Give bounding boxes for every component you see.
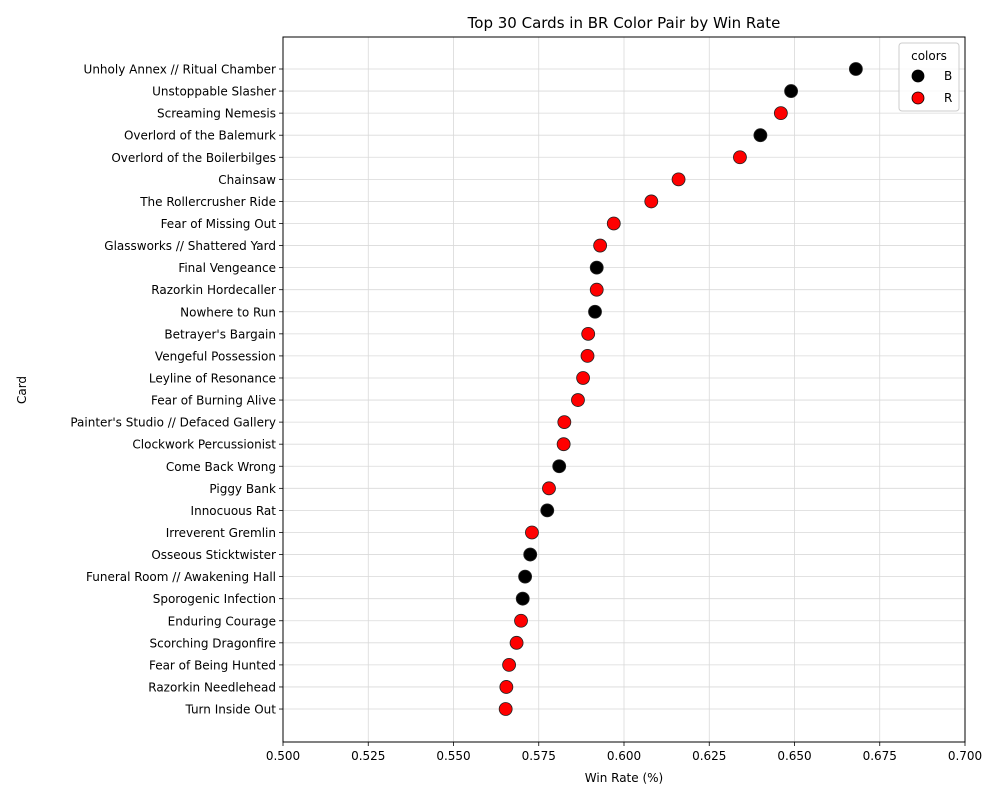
y-tick-label: Screaming Nemesis [157, 107, 276, 121]
data-point [515, 591, 530, 606]
x-tick-label: 0.550 [436, 749, 470, 763]
y-axis: Unholy Annex // Ritual Chamber Unstoppabl… [70, 63, 283, 717]
x-axis: 0.500 0.525 0.550 0.575 0.600 0.625 0.650 0.675… [266, 742, 982, 763]
data-point [753, 128, 768, 143]
legend-marker-b [911, 69, 925, 83]
y-tick-label: Irreverent Gremlin [166, 526, 276, 540]
data-point [552, 459, 567, 474]
y-tick-label: Come Back Wrong [166, 460, 276, 474]
y-tick-label: Enduring Courage [168, 614, 276, 628]
legend-label-b: B [944, 69, 952, 83]
x-tick-label: 0.575 [522, 749, 556, 763]
legend-title: colors [911, 49, 947, 63]
data-point [593, 238, 608, 253]
data-point [784, 84, 798, 98]
data-point [848, 62, 863, 76]
data-point [606, 216, 621, 231]
x-tick-label: 0.675 [863, 749, 897, 763]
data-point [589, 260, 604, 275]
y-tick-label: Turn Inside Out [184, 703, 276, 717]
data-point [773, 106, 788, 121]
data-points [498, 62, 863, 716]
data-point [509, 635, 524, 650]
y-tick-label: Osseous Sticktwister [151, 548, 276, 562]
data-point [525, 525, 539, 540]
data-point [542, 481, 556, 496]
legend: colors B R [898, 42, 960, 112]
x-tick-label: 0.525 [351, 749, 385, 763]
data-point [518, 569, 533, 584]
y-tick-label: Scorching Dragonfire [149, 636, 276, 650]
y-tick-label: Glassworks // Shattered Yard [104, 239, 276, 253]
data-point [588, 304, 602, 319]
y-tick-label: Razorkin Hordecaller [151, 283, 276, 297]
y-tick-label: Fear of Missing Out [161, 217, 277, 231]
y-tick-label: Unholy Annex // Ritual Chamber [84, 63, 277, 77]
y-tick-label: Sporogenic Infection [153, 592, 276, 606]
data-point [576, 371, 590, 385]
legend-marker-r [911, 91, 925, 105]
y-tick-label: Vengeful Possession [155, 349, 276, 363]
chart-title: Top 30 Cards in BR Color Pair by Win Rat… [467, 14, 781, 32]
data-point [671, 172, 686, 187]
x-tick-label: 0.600 [607, 749, 641, 763]
data-point [523, 547, 538, 562]
y-tick-label: Betrayer's Bargain [164, 327, 276, 341]
legend-label-r: R [944, 91, 952, 105]
data-point [581, 326, 596, 341]
y-tick-label: Final Vengeance [178, 261, 276, 275]
y-tick-label: Unstoppable Slasher [152, 85, 276, 99]
y-tick-label: Razorkin Needlehead [148, 680, 276, 694]
x-axis-label: Win Rate (%) [585, 771, 663, 785]
y-tick-label: Overlord of the Boilerbilges [111, 151, 276, 165]
data-point [557, 415, 572, 430]
y-tick-label: Clockwork Percussionist [132, 438, 276, 452]
data-point [502, 657, 516, 672]
data-point [589, 282, 604, 297]
y-tick-label: The Rollercrusher Ride [139, 195, 276, 209]
x-tick-label: 0.700 [948, 749, 982, 763]
x-tick-label: 0.650 [777, 749, 811, 763]
data-point [580, 349, 595, 363]
y-tick-label: Painter's Studio // Defaced Gallery [70, 416, 276, 430]
y-tick-label: Fear of Being Hunted [149, 658, 276, 672]
data-point [540, 503, 555, 518]
y-tick-label: Innocuous Rat [191, 504, 277, 518]
data-point [644, 194, 659, 209]
y-tick-label: Nowhere to Run [180, 305, 276, 319]
data-point [499, 680, 514, 694]
y-tick-label: Funeral Room // Awakening Hall [86, 570, 276, 584]
data-point [498, 702, 513, 716]
data-point [556, 437, 571, 452]
y-tick-label: Piggy Bank [209, 482, 276, 496]
y-tick-label: Chainsaw [218, 173, 276, 187]
data-point [733, 150, 747, 165]
data-point [571, 393, 585, 407]
y-axis-label: Card [15, 376, 29, 404]
y-tick-label: Overlord of the Balemurk [124, 129, 276, 143]
x-tick-label: 0.500 [266, 749, 300, 763]
y-tick-label: Fear of Burning Alive [151, 394, 276, 408]
y-tick-label: Leyline of Resonance [149, 371, 276, 385]
data-point [514, 613, 528, 628]
x-tick-label: 0.625 [692, 749, 726, 763]
